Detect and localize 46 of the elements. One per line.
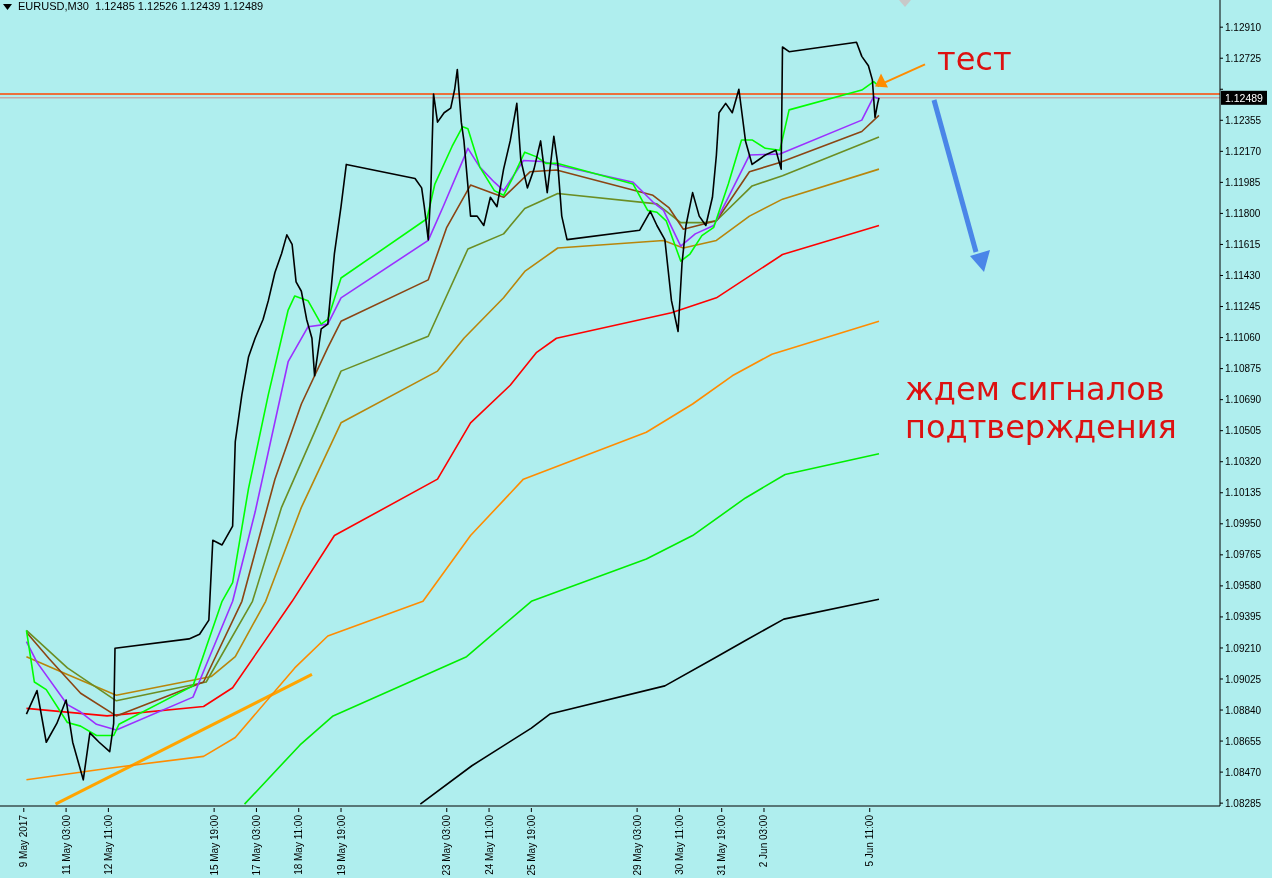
- y-tick-label: 1.09580: [1225, 580, 1262, 592]
- x-tick-label: 5 Jun 11:00: [864, 814, 876, 867]
- x-tick-label: 31 May 19:00: [716, 814, 728, 876]
- y-tick-label: 1.11060: [1225, 332, 1261, 344]
- y-tick-label: 1.11430: [1225, 270, 1261, 282]
- y-tick-label: 1.08840: [1225, 704, 1262, 716]
- x-tick-label: 25 May 19:00: [525, 814, 537, 876]
- y-tick-label: 1.10875: [1225, 363, 1262, 375]
- y-tick-label: 1.12725: [1225, 52, 1262, 64]
- y-tick-label: 1.09210: [1225, 642, 1262, 654]
- ref-line-label: 1.12489: [1225, 91, 1264, 104]
- chart-title: EURUSD,M30 1.12485 1.12526 1.12439 1.12489: [18, 0, 264, 12]
- x-tick-label: 15 May 19:00: [208, 814, 220, 876]
- x-tick-label: 30 May 11:00: [673, 814, 685, 875]
- y-tick-label: 1.09395: [1225, 611, 1262, 623]
- y-tick-label: 1.12170: [1225, 145, 1262, 157]
- y-tick-label: 1.12355: [1225, 114, 1262, 126]
- y-tick-label: 1.11985: [1225, 176, 1261, 188]
- y-tick-label: 1.08470: [1225, 766, 1262, 778]
- x-tick-label: 12 May 11:00: [102, 814, 114, 875]
- y-tick-label: 1.09950: [1225, 518, 1262, 530]
- x-tick-label: 9 May 2017: [18, 814, 30, 868]
- y-tick-label: 1.11800: [1225, 207, 1261, 219]
- line-series: [25, 320, 880, 781]
- y-tick-label: 1.08285: [1225, 797, 1262, 809]
- y-tick-label: 1.11245: [1225, 301, 1261, 313]
- annotation: ждем сигналов подтверждения: [905, 370, 1178, 446]
- x-tick-label: 29 May 03:00: [631, 814, 643, 876]
- line-series: [243, 452, 880, 805]
- y-tick-label: 1.09765: [1225, 549, 1262, 561]
- x-tick-label: 24 May 11:00: [483, 814, 495, 875]
- x-tick-label: 2 Jun 03:00: [758, 814, 770, 868]
- x-tick-label: 18 May 11:00: [293, 814, 305, 875]
- y-tick-label: 1.10320: [1225, 456, 1262, 468]
- annotation: тест: [937, 40, 1012, 79]
- y-tick-label: 1.12910: [1225, 21, 1262, 33]
- y-tick-label: 1.10135: [1225, 487, 1262, 499]
- x-tick-label: 17 May 03:00: [250, 814, 262, 876]
- y-tick-label: 1.10690: [1225, 394, 1262, 406]
- y-tick-label: 1.08655: [1225, 735, 1262, 747]
- x-tick-label: 11 May 03:00: [60, 814, 72, 875]
- y-tick-label: 1.09025: [1225, 673, 1262, 685]
- y-tick-label: 1.10505: [1225, 425, 1262, 437]
- y-tick-label: 1.11615: [1225, 239, 1261, 250]
- x-tick-label: 19 May 19:00: [335, 814, 347, 876]
- x-tick-label: 23 May 03:00: [441, 814, 453, 876]
